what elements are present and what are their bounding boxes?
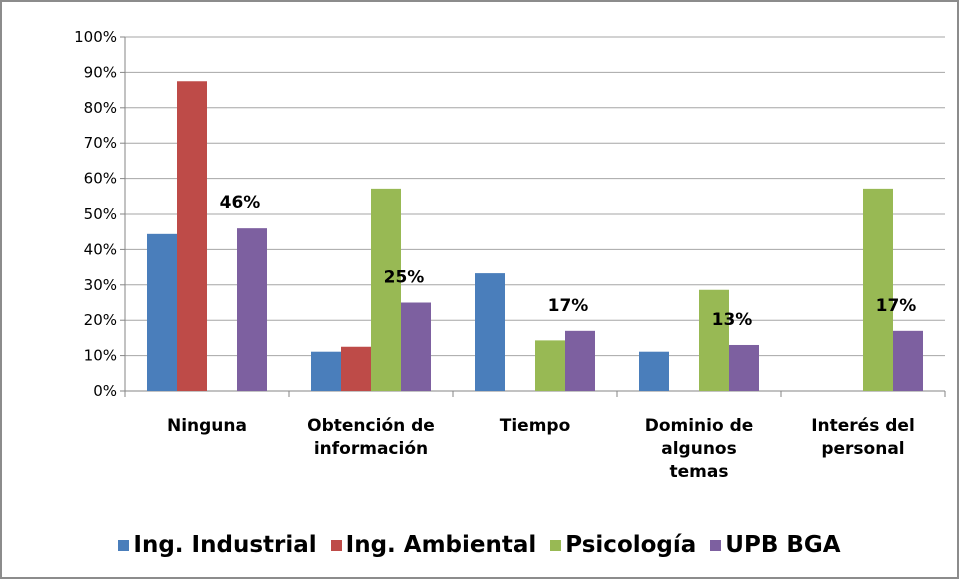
x-tick-label: Ninguna	[166, 416, 247, 436]
legend-item: Psicología	[550, 532, 696, 558]
bar	[535, 340, 565, 391]
data-label: 17%	[548, 296, 589, 316]
bar	[863, 188, 893, 391]
legend-swatch	[330, 539, 342, 551]
y-tick-label: 30%	[84, 276, 117, 294]
y-tick-label: 100%	[74, 28, 117, 46]
bar	[371, 188, 401, 391]
legend-item: Ing. Industrial	[118, 532, 317, 558]
data-label: 25%	[384, 268, 425, 288]
legend-swatch	[550, 539, 562, 551]
bar	[311, 351, 341, 391]
bar	[401, 302, 431, 391]
y-tick-label: 40%	[84, 240, 117, 258]
x-tick-label: Interés del personal	[811, 416, 915, 459]
x-tick-label: Dominio de algunos temas	[644, 416, 754, 482]
y-tick-label: 60%	[84, 170, 117, 188]
legend-swatch	[118, 539, 130, 551]
y-tick-label: 90%	[84, 63, 117, 81]
legend-label: Ing. Industrial	[133, 532, 317, 558]
data-label: 46%	[220, 193, 261, 213]
legend-label: Psicología	[565, 532, 697, 558]
y-tick-label: 20%	[84, 311, 117, 329]
data-label: 13%	[712, 310, 753, 330]
legend: Ing. Industrial Ing. Ambiental Psicología U…	[2, 532, 957, 558]
legend-item: Ing. Ambiental	[330, 532, 537, 558]
legend-item: UPB BGA	[710, 532, 841, 558]
bar	[565, 330, 595, 391]
data-label: 17%	[876, 296, 917, 316]
y-tick-label: 80%	[84, 99, 117, 117]
bar	[893, 330, 923, 391]
x-tick-label: Tiempo	[499, 416, 571, 436]
y-tick-label: 50%	[84, 205, 117, 223]
legend-label: UPB BGA	[725, 532, 841, 558]
bar	[475, 273, 505, 391]
legend-label: Ing. Ambiental	[345, 532, 537, 558]
x-tick-label: Obtención de información	[307, 416, 435, 459]
bar	[639, 351, 669, 391]
bar	[177, 81, 207, 391]
bar	[237, 228, 267, 391]
bar	[699, 289, 729, 391]
bar	[341, 346, 371, 391]
legend-swatch	[710, 539, 722, 551]
bar	[147, 233, 177, 391]
y-tick-label: 0%	[93, 382, 117, 400]
y-tick-label: 70%	[84, 134, 117, 152]
bar	[729, 344, 759, 391]
y-tick-label: 10%	[84, 347, 117, 365]
